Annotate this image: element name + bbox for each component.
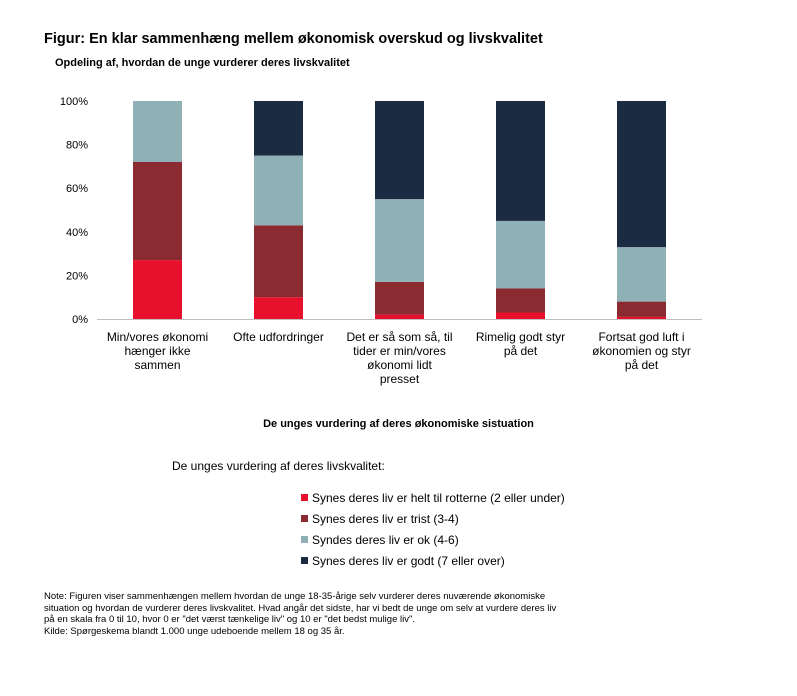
bar-segment bbox=[133, 162, 182, 261]
y-tick-label: 0% bbox=[72, 314, 88, 326]
bar-segment bbox=[617, 247, 666, 302]
bar-segment bbox=[254, 155, 303, 226]
bar-segment bbox=[254, 101, 303, 156]
bar-segment bbox=[133, 260, 182, 319]
figure-title: Figur: En klar sammenhæng mellem økonomi… bbox=[44, 31, 543, 47]
bar-segment bbox=[496, 312, 545, 319]
bar-segment bbox=[375, 101, 424, 200]
bar-segment bbox=[496, 220, 545, 289]
legend-swatch bbox=[301, 515, 308, 522]
legend-item: Synes deres liv er trist (3-4) bbox=[301, 508, 565, 529]
x-tick-label: Fortsat god luft i økonomien og styr på de… bbox=[592, 330, 691, 372]
legend-swatch bbox=[301, 494, 308, 501]
bar-segment bbox=[617, 101, 666, 248]
legend-title: De unges vurdering af deres livskvalitet… bbox=[172, 459, 385, 473]
bar-segment bbox=[617, 301, 666, 317]
bar-segment bbox=[254, 297, 303, 319]
x-tick-label: Rimelig godt styr på det bbox=[476, 330, 565, 358]
legend-label: Synes deres liv er godt (7 eller over) bbox=[312, 553, 505, 568]
y-tick-label: 100% bbox=[60, 96, 88, 108]
legend-item: Syndes deres liv er ok (4-6) bbox=[301, 529, 565, 550]
figure-subtitle: Opdeling af, hvordan de unge vurderer de… bbox=[55, 57, 350, 69]
bar-segment bbox=[254, 225, 303, 298]
legend-label: Synes deres liv er trist (3-4) bbox=[312, 511, 459, 526]
y-tick-label: 40% bbox=[66, 227, 88, 239]
x-tick-label: Det er så som så, til tider er min/vores ø… bbox=[346, 330, 452, 386]
note-line: Kilde: Spørgeskema blandt 1.000 unge ude… bbox=[44, 625, 345, 637]
legend: Synes deres liv er helt til rotterne (2 … bbox=[301, 487, 565, 571]
bar-segment bbox=[496, 101, 545, 221]
note-line: situation og hvordan de vurderer deres l… bbox=[44, 602, 557, 614]
note-line: på en skala fra 0 til 10, hvor 0 er "det… bbox=[44, 614, 415, 625]
note-text: Note: Figuren viser sammenhængen mellem … bbox=[44, 591, 764, 637]
y-tick-label: 60% bbox=[66, 183, 88, 195]
bar-segment bbox=[375, 199, 424, 282]
bar-segment bbox=[496, 288, 545, 313]
y-tick-label: 20% bbox=[66, 270, 88, 282]
x-tick-label: Ofte udfordringer bbox=[233, 330, 324, 344]
stacked-bar-chart: 0% 20% 40% 60% 80% 100% Min/vores økonomi hænge… bbox=[60, 96, 702, 386]
legend-swatch bbox=[301, 536, 308, 543]
bar-segment bbox=[375, 314, 424, 319]
legend-item: Synes deres liv er helt til rotterne (2 … bbox=[301, 487, 565, 508]
x-tick-label: Min/vores økonomi hænger ikke sammen bbox=[107, 330, 208, 372]
bar-segment bbox=[375, 281, 424, 315]
bar-segment bbox=[617, 316, 666, 319]
legend-label: Syndes deres liv er ok (4-6) bbox=[312, 532, 459, 547]
legend-label: Synes deres liv er helt til rotterne (2 … bbox=[312, 490, 565, 505]
y-tick-label: 80% bbox=[66, 140, 88, 152]
x-axis-title: De unges vurdering af deres økonomiske s… bbox=[263, 418, 534, 430]
note-line: Note: Figuren viser sammenhængen mellem … bbox=[44, 591, 546, 602]
legend-swatch bbox=[301, 557, 308, 564]
bar-segment bbox=[133, 101, 182, 162]
legend-item: Synes deres liv er godt (7 eller over) bbox=[301, 550, 565, 571]
